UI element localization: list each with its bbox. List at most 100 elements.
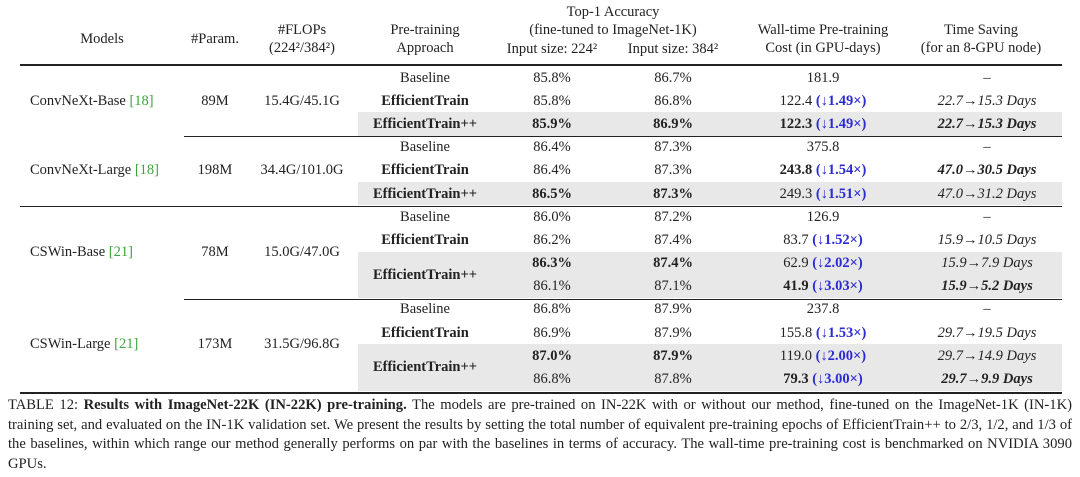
cost-value: 62.9 [783, 255, 809, 272]
time-saving: 29.7→14.9 Days [912, 344, 1062, 368]
speedup-badge: (↓3.03×) [812, 278, 863, 295]
model-label: ConvNeXt-Large [30, 162, 135, 179]
param-count: 78M [201, 243, 229, 260]
approach-name: Baseline [400, 301, 450, 318]
time-saving: 22.7→15.3 Days [937, 92, 1037, 109]
table-row: EfficientTrain++ 87.0% 87.9% 119.0 (↓2.00×)… [20, 344, 1062, 391]
speedup-badge: (↓3.00×) [812, 371, 863, 388]
speedup-badge: (↓1.54×) [815, 162, 867, 179]
cost-cell: 41.9 (↓3.03×) [734, 274, 912, 298]
results-table: ConvNeXt-Base [18] 89M 15.4G/45.1G Baseline… [20, 66, 1062, 391]
approach-name: EfficientTrain [381, 324, 469, 341]
acc-224: 86.1% [492, 274, 612, 298]
cost-cell: 243.8 (↓1.54×) [734, 159, 912, 182]
acc-224: 85.9% [492, 112, 612, 136]
model-name: ConvNeXt-Base [18] [20, 66, 184, 136]
header-params: #Param. [191, 31, 239, 47]
param-count: 173M [197, 336, 233, 353]
flops-value: 31.5G/96.8G [264, 336, 340, 353]
table-row: EfficientTrain++ 86.3% 87.4% 62.9 (↓2.02×) 1… [20, 251, 1062, 298]
speedup-badge: (↓2.02×) [812, 255, 863, 272]
acc-384: 86.9% [612, 112, 734, 136]
cost-value: 181.9 [806, 69, 840, 86]
citation-link[interactable]: [18] [129, 92, 154, 109]
cost-cell: 126.9 [734, 205, 912, 228]
acc-384: 87.4% [612, 251, 734, 275]
flops-value: 15.0G/47.0G [264, 243, 340, 260]
time-saving: – [983, 208, 991, 225]
acc-224: 86.8% [533, 301, 571, 318]
flops-value: 15.4G/45.1G [264, 92, 340, 109]
table-row: EfficientTrain++ 86.5% 87.3% 249.3 (↓1.51×)… [20, 181, 1062, 206]
approach-name: EfficientTrain++ [358, 251, 492, 298]
acc-224: 86.9% [533, 324, 571, 341]
model-name: CSWin-Base [21] [20, 205, 184, 298]
acc-384: 87.8% [612, 367, 734, 391]
cost-cell: 155.8 (↓1.53×) [734, 321, 912, 344]
time-saving: 15.9→10.5 Days [937, 231, 1037, 248]
citation-link[interactable]: [21] [108, 243, 133, 260]
time-saving: 29.7→19.5 Days [937, 324, 1037, 341]
cost-cell: 119.0 (↓2.00×) [734, 344, 912, 368]
table-header: Models #Param. #FLOPs (224²/384²) Pre-tr… [20, 0, 1062, 65]
speedup-badge: (↓1.51×) [815, 185, 867, 202]
acc-384: 86.7% [654, 69, 692, 86]
speedup-badge: (↓1.52×) [812, 231, 863, 248]
acc-224: 86.5% [492, 181, 612, 206]
cost-value: 155.8 [779, 324, 813, 341]
cost-value: 249.3 [779, 185, 813, 202]
header-flops-line1: #FLOPs [277, 22, 327, 38]
cost-value: 375.8 [806, 139, 840, 156]
time-saving: – [983, 139, 991, 156]
model-name: ConvNeXt-Large [18] [20, 136, 184, 206]
header-cost-line1: Wall-time Pre-training [757, 22, 889, 38]
speedup-badge: (↓1.49×) [815, 92, 867, 109]
time-saving: 15.9→5.2 Days [912, 274, 1062, 298]
acc-384: 87.3% [612, 181, 734, 206]
model-label: CSWin-Base [30, 243, 109, 260]
approach-name: Baseline [400, 139, 450, 156]
model-label: ConvNeXt-Base [30, 92, 130, 109]
caption-title: Results with ImageNet-22K (IN-22K) pre-t… [83, 397, 407, 413]
cost-value: 41.9 [783, 278, 809, 295]
acc-384: 87.9% [654, 324, 692, 341]
acc-224: 86.2% [533, 231, 571, 248]
cost-value: 126.9 [806, 208, 840, 225]
time-saving: – [983, 301, 991, 318]
approach-name: Baseline [400, 69, 450, 86]
table-row: ConvNeXt-Base [18] 89M 15.4G/45.1G Baseline… [20, 66, 1062, 109]
time-saving: – [983, 69, 991, 86]
header-flops: #FLOPs (224²/384²) [246, 21, 358, 57]
cost-value: 83.7 [783, 231, 809, 248]
cost-cell: 181.9 [734, 66, 912, 89]
speedup-badge: (↓1.53×) [815, 324, 867, 341]
cost-value: 122.4 [779, 92, 813, 109]
time-saving: 47.0→31.2 Days [912, 181, 1062, 206]
cost-cell: 122.3 (↓1.49×) [734, 112, 912, 136]
table-row: EfficientTrain 86.9% 87.9% 155.8 (↓1.53×) 29… [20, 321, 1062, 344]
acc-384: 87.1% [612, 274, 734, 298]
table-row: 86.1% 87.1% 41.9 (↓3.03×) 15.9→5.2 Days [20, 274, 1062, 298]
model-label: CSWin-Large [30, 336, 115, 353]
cost-cell: 237.8 [734, 298, 912, 321]
header-accuracy-line2: (fine-tuned to ImageNet-1K) [529, 22, 697, 38]
header-acc-384: Input size: 384² [627, 41, 719, 57]
flops-value: 34.4G/101.0G [260, 162, 344, 179]
header-cost-line2: Cost (in GPU-days) [765, 40, 881, 56]
header-accuracy-line1: Top-1 Accuracy [566, 4, 660, 20]
citation-link[interactable]: [18] [134, 162, 159, 179]
acc-224: 86.3% [492, 251, 612, 275]
speedup-badge: (↓1.49×) [815, 115, 867, 132]
group-separator [184, 135, 1062, 138]
table-row: ConvNeXt-Large [18] 198M 34.4G/101.0G Basel… [20, 136, 1062, 178]
param-count: 89M [201, 92, 229, 109]
table-row: CSWin-Base [21] 78M 15.0G/47.0G Baseline 86.… [20, 205, 1062, 260]
time-saving: 29.7→9.9 Days [912, 367, 1062, 391]
cost-value: 119.0 [779, 347, 812, 364]
cost-value: 243.8 [779, 162, 813, 179]
header-saving: Time Saving (for an 8-GPU node) [900, 21, 1062, 57]
citation-link[interactable]: [21] [114, 336, 139, 353]
acc-224: 85.8% [533, 69, 571, 86]
header-flops-line2: (224²/384²) [269, 40, 335, 56]
header-approach: Pre-training Approach [358, 21, 492, 57]
